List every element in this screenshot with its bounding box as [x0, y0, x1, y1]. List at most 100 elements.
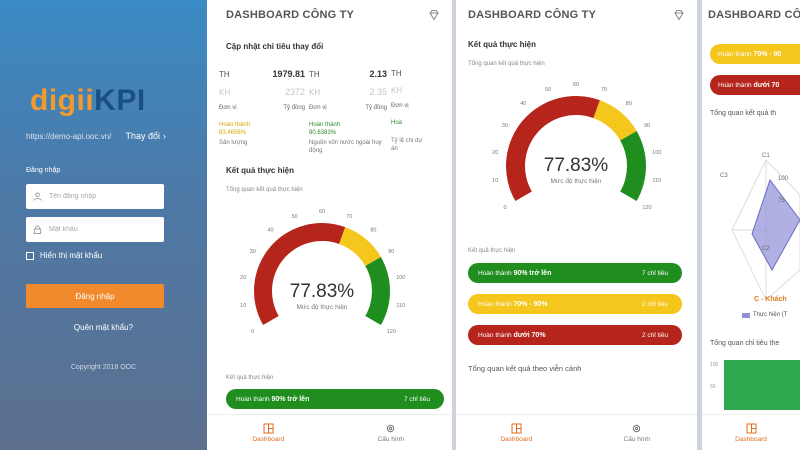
gauge-tick-label: 80: [370, 228, 376, 234]
kpi-card[interactable]: TH 1979.81 KH 2372 Đơn vị Tỷ đồng Hoàn thàn…: [219, 69, 305, 146]
radar-label: C2: [762, 246, 770, 252]
kpi-cards: TH 1979.81 KH 2372 Đơn vị Tỷ đồng Hoàn thàn…: [207, 66, 452, 158]
radar-legend: Thực hiện (T: [742, 312, 787, 318]
gauge-tick-label: 100: [652, 150, 661, 156]
radar-chart: C3 C1 100 C2 75: [720, 153, 800, 301]
server-url: https://demo-api.ooc.vn/: [26, 131, 112, 141]
radar-label: 75: [778, 198, 785, 204]
radar-grid: [731, 159, 800, 301]
gauge-value: 77.83%: [290, 281, 355, 302]
copyright-text: Copyright 2018 OOC: [70, 364, 137, 371]
tab-bar: Dashboard Cấu hình: [456, 414, 697, 450]
dashboard-screen-1: DASHBOARD CÔNG TY Cập nhật chỉ tiêu thay…: [207, 0, 452, 450]
diamond-icon[interactable]: [428, 9, 440, 21]
dashboard-title: DASHBOARD CÔNG TY: [708, 9, 800, 21]
gauge-tick-label: 70: [346, 214, 352, 220]
app-logo: digiiKPI: [30, 84, 146, 117]
overview-label: Tổng quan kết quả thực hiện: [226, 187, 303, 193]
forgot-password-link[interactable]: Quên mật khẩu?: [73, 323, 134, 332]
header: DASHBOARD CÔNG TY: [207, 0, 452, 30]
dashboard-icon: [511, 423, 522, 433]
gauge-tick-label: 90: [388, 249, 394, 255]
show-password-checkbox[interactable]: [26, 251, 34, 260]
gauge-tick-label: 120: [387, 329, 396, 335]
gauge-1: 0 10 20 30 40 50 60 70 80 90 100 110 120 77.83% Mức …: [240, 209, 405, 335]
gauge-ticks: 0 10 20 30 40 50 60 70 80 90 100 110 120: [492, 82, 661, 211]
tab-config[interactable]: Cấu hình: [330, 415, 453, 450]
bar: [724, 360, 800, 410]
show-password-row[interactable]: Hiển thị mật khẩu: [26, 251, 102, 260]
gauge-tick-label: 40: [520, 101, 526, 107]
tab-bar: Dashboard: [702, 414, 800, 450]
kpi-card[interactable]: TH 2.13 KH 2.35 Đơn vị Tỷ đồng Hoàn thành 9…: [309, 69, 387, 154]
tab-dashboard[interactable]: Dashboard: [702, 415, 800, 450]
bar-axis-label: 100: [710, 362, 719, 368]
gauge-tick-label: 10: [240, 303, 246, 309]
status-pill-red[interactable]: Hoàn thành dưới 70% 2 chỉ tiêu: [468, 325, 682, 345]
change-server-button[interactable]: Thay đổi ›: [125, 131, 166, 141]
tab-dashboard[interactable]: Dashboard: [207, 415, 330, 450]
username-field[interactable]: [26, 184, 164, 209]
gauge-arc-red: [254, 223, 346, 325]
password-field[interactable]: [26, 217, 164, 242]
server-row: https://demo-api.ooc.vn/ Thay đổi ›: [26, 131, 166, 141]
gauge-arc-yellow: [593, 100, 637, 141]
gauge-tick-label: 10: [492, 178, 498, 184]
gauge-arc-green: [365, 257, 390, 325]
lock-icon: [33, 225, 42, 234]
result-title: Kết quả thực hiện: [226, 166, 295, 175]
dashboard-icon: [746, 423, 756, 433]
login-screen: digiiKPI https://demo-api.ooc.vn/ Thay đ…: [0, 0, 207, 450]
screen-divider: [452, 0, 456, 450]
radar-series: [751, 178, 800, 272]
gauge-tick-label: 60: [319, 209, 325, 215]
dashboard-title: DASHBOARD CÔNG TY: [468, 9, 597, 21]
kpi-card[interactable]: TH KH Đơn vị Hoà Tỷ lệ chi dự án: [391, 69, 423, 152]
header: DASHBOARD CÔNG TY: [702, 0, 800, 30]
gauge-tick-label: 0: [251, 329, 254, 335]
login-button[interactable]: Đăng nhập: [26, 284, 164, 308]
gauge-2: 0 10 20 30 40 50 60 70 80 90 100 110 120 77.83% Mức …: [492, 82, 661, 211]
tab-config[interactable]: Cấu hình: [577, 415, 698, 450]
gauge-tick-label: 110: [396, 303, 405, 309]
gear-icon: [633, 424, 641, 432]
tab-dashboard[interactable]: Dashboard: [456, 415, 577, 450]
bottom-title: Tổng quan chỉ tiêu the: [710, 340, 780, 347]
gauge-caption: Mức độ thực hiện: [297, 304, 348, 311]
gauge-tick-label: 70: [601, 87, 607, 93]
gauge-tick-label: 30: [250, 249, 256, 255]
status-pill-green[interactable]: Hoàn thành 90% trở lên 7 chỉ tiêu: [468, 263, 682, 283]
gauge-tick-label: 20: [240, 275, 246, 281]
dashboard-title: DASHBOARD CÔNG TY: [226, 9, 355, 21]
gauge-value: 77.83%: [544, 155, 609, 176]
legend-swatch: [742, 312, 750, 318]
radar-label: 100: [778, 176, 789, 182]
gauge-tick-label: 50: [292, 214, 298, 220]
vision-label: Tổng quan kết quả th: [710, 110, 777, 117]
password-input[interactable]: [49, 226, 149, 233]
status-pill-green[interactable]: Hoàn thành 90% trở lên 7 chỉ tiêu: [226, 389, 444, 409]
update-title: Cập nhật chỉ tiêu thay đổi: [226, 42, 324, 51]
gauge-tick-label: 80: [626, 101, 632, 107]
gauge-tick-label: 50: [545, 87, 551, 93]
gauge-tick-label: 30: [502, 123, 508, 129]
gauge-tick-label: 100: [396, 275, 405, 281]
status-pill-red[interactable]: Hoàn thành dưới 70: [710, 75, 800, 95]
result-label: Kết quả thực hiện: [226, 375, 274, 381]
status-pill-yellow[interactable]: Hoàn thành 70% - 90: [710, 44, 800, 64]
gauge-arc-red: [506, 95, 600, 201]
chevron-right-icon: ›: [163, 131, 166, 141]
diamond-icon[interactable]: [673, 9, 685, 21]
gauge-tick-label: 120: [642, 205, 651, 211]
header: DASHBOARD CÔNG TY: [456, 0, 697, 30]
login-section-label: Đăng nhập: [26, 167, 61, 174]
screen-divider: [697, 0, 702, 450]
gauge-tick-label: 0: [503, 205, 506, 211]
dashboard-screen-3: DASHBOARD CÔNG TY Hoàn thành 70% - 90 Ho…: [702, 0, 800, 450]
username-input[interactable]: [49, 193, 149, 200]
radar-caption: C - Khách: [754, 296, 787, 303]
status-pill-yellow[interactable]: Hoàn thành 70% - 90% 2 chỉ tiêu: [468, 294, 682, 314]
dashboard-icon: [263, 423, 274, 433]
radar-label: C1: [762, 153, 770, 159]
